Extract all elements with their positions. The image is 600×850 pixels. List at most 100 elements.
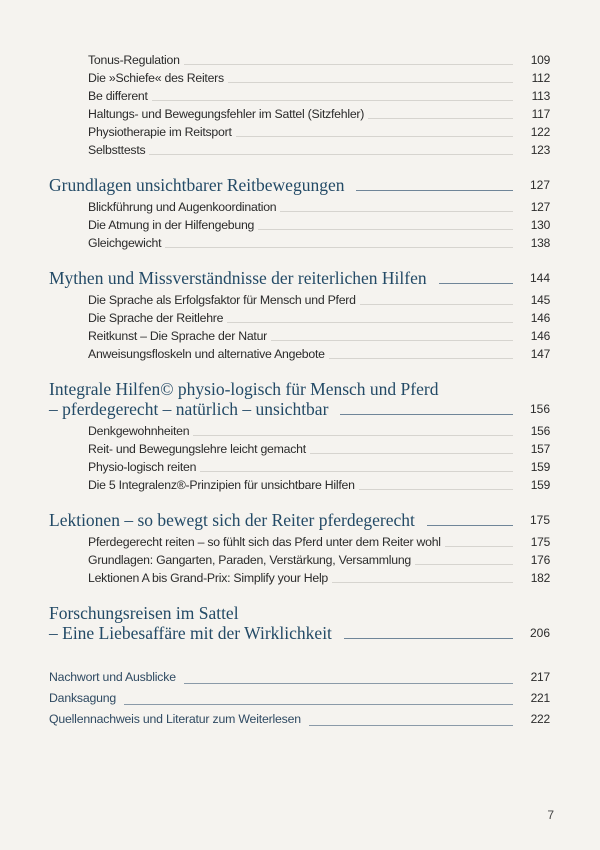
toc-page-number: 112 — [531, 71, 551, 85]
toc-page-number: 109 — [530, 53, 551, 67]
toc-page-number: 182 — [530, 571, 551, 585]
leader-line — [356, 190, 513, 191]
toc-page-number: 206 — [529, 626, 550, 640]
leader-line — [235, 136, 513, 137]
toc-title: Grundlagen unsichtbarer Reitbewegungen — [49, 175, 345, 195]
toc-section[interactable]: Die Sprache der Reitlehre 146 — [49, 309, 550, 327]
toc-page-number: 146 — [530, 329, 551, 343]
toc-page-number: 176 — [530, 553, 551, 567]
toc-page-number: 113 — [531, 89, 551, 103]
toc-section[interactable]: Die Sprache als Erfolgsfaktor für Mensch… — [49, 291, 550, 309]
toc-page-number: 130 — [530, 218, 551, 232]
toc-page-number: 146 — [530, 311, 551, 325]
toc-backmatter-entry[interactable]: Quellennachweis und Literatur zum Weiter… — [49, 709, 550, 730]
leader-line — [165, 247, 513, 248]
toc-backmatter-entry[interactable]: Danksagung 221 — [49, 688, 550, 709]
toc-section[interactable]: Lektionen A bis Grand-Prix: Simplify you… — [49, 569, 550, 587]
toc-chapter[interactable]: Forschungsreisen im Sattel – Eine Liebesa… — [49, 603, 550, 643]
toc-chapter[interactable]: Mythen und Missverständnisse der reiterl… — [49, 268, 550, 288]
leader-line — [258, 229, 513, 230]
toc-section[interactable]: Reit- und Bewegungslehre leicht gemacht 1… — [49, 440, 550, 458]
toc-title: Nachwort und Ausblicke — [49, 670, 176, 684]
leader-line — [227, 322, 513, 323]
toc-page-number: 122 — [530, 125, 551, 139]
leader-line — [183, 64, 513, 65]
toc-title: Blickführung und Augenkoordination — [88, 200, 277, 214]
toc-title: Die Sprache der Reitlehre — [88, 311, 224, 325]
toc-title: Die Sprache als Erfolgsfaktor für Mensch… — [88, 293, 356, 307]
toc-page-number: 156 — [529, 402, 550, 416]
toc-page-number: 175 — [530, 535, 551, 549]
toc-section[interactable]: Pferdegerecht reiten – so fühlt sich das… — [49, 533, 550, 551]
toc-title: Danksagung — [49, 691, 117, 705]
toc-title: Reit- und Bewegungslehre leicht gemacht — [88, 442, 306, 456]
leader-line — [151, 100, 513, 101]
toc-page-number: 221 — [530, 691, 551, 705]
leader-line — [193, 435, 513, 436]
toc-title: Die 5 Integralenz®-Prinzipien für unsich… — [88, 478, 355, 492]
toc-title: Lektionen A bis Grand-Prix: Simplify you… — [88, 571, 329, 585]
toc-section[interactable]: Blickführung und Augenkoordination 127 — [49, 198, 550, 216]
toc-page-number: 157 — [530, 442, 551, 456]
toc-title: – Eine Liebesaffäre mit der Wirklichkeit — [49, 623, 332, 643]
toc-page-number: 123 — [530, 143, 551, 157]
toc-title: Gleichgewicht — [88, 236, 162, 250]
toc-title: Grundlagen: Gangarten, Paraden, Verstärk… — [88, 553, 411, 567]
toc-title: – pferdegerecht – natürlich – unsichtbar — [49, 399, 329, 419]
toc-title: Lektionen – so bewegt sich der Reiter pf… — [49, 510, 415, 530]
leader-line — [309, 453, 513, 454]
toc-section[interactable]: Gleichgewicht 138 — [49, 234, 550, 252]
toc-page-number: 138 — [530, 236, 551, 250]
leader-line — [340, 414, 513, 415]
toc-section[interactable]: Selbsttests 123 — [49, 141, 550, 159]
toc-title: Physiotherapie im Reitsport — [88, 125, 232, 139]
toc-backmatter-entry[interactable]: Nachwort und Ausblicke 217 — [49, 667, 550, 688]
leader-line — [368, 118, 513, 119]
toc-page-number: 156 — [530, 424, 551, 438]
toc-page-number: 159 — [530, 478, 551, 492]
toc-title: Tonus-Regulation — [88, 53, 180, 67]
leader-line — [200, 471, 513, 472]
leader-line — [415, 564, 513, 565]
leader-line — [271, 340, 513, 341]
toc-title: Die »Schiefe« des Reiters — [88, 71, 224, 85]
toc-section[interactable]: Be different 113 — [49, 87, 550, 105]
leader-line — [343, 638, 513, 639]
toc-page-number: 175 — [529, 513, 550, 527]
toc-title: Physio-logisch reiten — [88, 460, 197, 474]
toc-title: Mythen und Missverständnisse der reiterl… — [49, 268, 427, 288]
toc-section[interactable]: Die 5 Integralenz®-Prinzipien für unsich… — [49, 476, 550, 494]
leader-line — [358, 489, 513, 490]
toc-page-number: 144 — [529, 271, 550, 285]
toc-section[interactable]: Reitkunst – Die Sprache der Natur 146 — [49, 327, 550, 345]
toc-page-number: 217 — [530, 670, 551, 684]
page-number: 7 — [547, 808, 554, 822]
toc-section[interactable]: Physio-logisch reiten 159 — [49, 458, 550, 476]
leader-line — [227, 82, 513, 83]
toc-section[interactable]: Tonus-Regulation 109 — [49, 51, 550, 69]
leader-line — [280, 211, 513, 212]
leader-line — [444, 546, 513, 547]
toc-chapter[interactable]: Lektionen – so bewegt sich der Reiter pf… — [49, 510, 550, 530]
toc-section[interactable]: Haltungs- und Bewegungsfehler im Sattel … — [49, 105, 550, 123]
toc-title: Pferdegerecht reiten – so fühlt sich das… — [88, 535, 441, 549]
leader-line — [328, 358, 513, 359]
toc-section[interactable]: Die Atmung in der Hilfengebung 130 — [49, 216, 550, 234]
toc-section[interactable]: Denkgewohnheiten 156 — [49, 422, 550, 440]
toc-chapter[interactable]: Integrale Hilfen© physio-logisch für Men… — [49, 379, 550, 419]
table-of-contents: Tonus-Regulation 109 Die »Schiefe« des Rei… — [49, 51, 550, 730]
toc-page-number: 117 — [531, 107, 551, 121]
toc-page-number: 147 — [530, 347, 551, 361]
toc-title: Selbsttests — [88, 143, 146, 157]
toc-section[interactable]: Physiotherapie im Reitsport 122 — [49, 123, 550, 141]
toc-title-line: Forschungsreisen im Sattel — [49, 603, 239, 623]
toc-section[interactable]: Grundlagen: Gangarten, Paraden, Verstärk… — [49, 551, 550, 569]
toc-title-line: Integrale Hilfen© physio-logisch für Men… — [49, 379, 439, 399]
toc-chapter[interactable]: Grundlagen unsichtbarer Reitbewegungen 12… — [49, 175, 550, 195]
toc-page-number: 127 — [529, 178, 550, 192]
toc-section[interactable]: Anweisungsfloskeln und alternative Angeb… — [49, 345, 550, 363]
leader-line — [426, 525, 513, 526]
toc-title: Die Atmung in der Hilfengebung — [88, 218, 255, 232]
toc-section[interactable]: Die »Schiefe« des Reiters 112 — [49, 69, 550, 87]
toc-title: Denkgewohnheiten — [88, 424, 190, 438]
